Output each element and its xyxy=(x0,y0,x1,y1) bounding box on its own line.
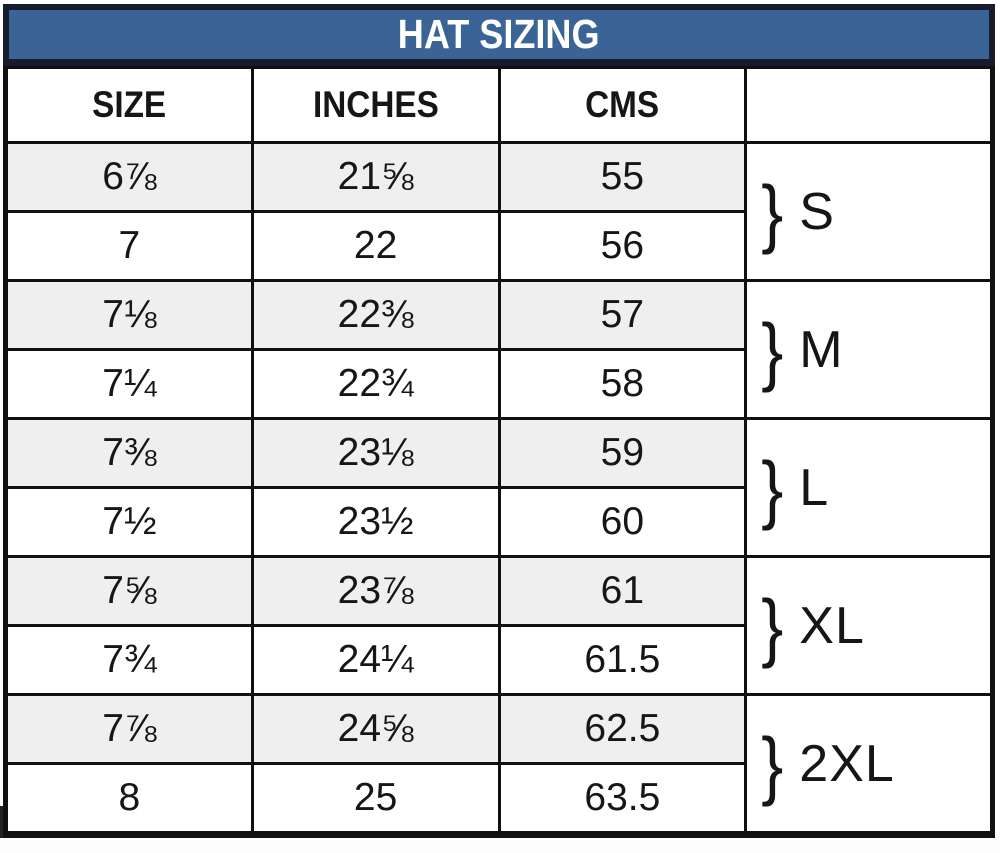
cms-cell: 62.5 xyxy=(497,693,748,765)
table-row: 8 25 63.5 xyxy=(4,762,993,836)
table-row: 7⅛ 22⅜ 57 } M xyxy=(4,279,994,420)
inches-cell: 23⅞ xyxy=(250,555,501,627)
group-label: L xyxy=(799,458,830,517)
size-cell: 7¼ xyxy=(4,348,254,420)
title-bar: HAT SIZING xyxy=(3,4,995,66)
size-cell: 7⅜ xyxy=(4,417,254,489)
brace-glyph: } xyxy=(761,444,784,531)
cms-cell: 61.5 xyxy=(497,624,748,696)
table-row: 7¼ 22¾ 58 xyxy=(4,348,993,420)
inches-cell: 22 xyxy=(250,210,501,282)
group-label: M xyxy=(799,320,844,379)
size-cell: 7¾ xyxy=(4,624,254,696)
size-group-cell-m: } M xyxy=(744,279,994,420)
size-cell: 7⅞ xyxy=(4,693,254,765)
size-group-cell-2xl: } 2XL xyxy=(744,693,994,836)
inches-cell: 22⅜ xyxy=(250,279,501,351)
table-header-row: SIZE INCHES CMS xyxy=(4,66,994,144)
brace-glyph: } xyxy=(761,168,784,255)
size-group-cell-l: } L xyxy=(744,417,994,558)
cms-cell: 56 xyxy=(497,210,748,282)
size-cell: 7 xyxy=(4,210,254,282)
inches-cell: 25 xyxy=(250,762,501,836)
cms-cell: 59 xyxy=(497,417,748,489)
size-group-cell-s: } S xyxy=(744,141,994,282)
size-cell: 7½ xyxy=(4,486,254,558)
inches-cell: 21⅝ xyxy=(250,141,501,213)
table-row: 7½ 23½ 60 xyxy=(4,486,993,558)
size-cell: 7⅛ xyxy=(4,279,254,351)
cms-cell: 55 xyxy=(497,141,748,213)
group-label: 2XL xyxy=(799,734,895,793)
size-cell: 6⅞ xyxy=(4,141,254,213)
brace-glyph: } xyxy=(761,720,784,807)
inches-cell: 23⅛ xyxy=(250,417,501,489)
brace-glyph: } xyxy=(761,306,784,393)
table-row: 7 22 56 xyxy=(4,210,993,282)
inches-cell: 23½ xyxy=(250,486,501,558)
size-group-cell-xl: } XL xyxy=(744,555,994,696)
size-cell: 8 xyxy=(4,762,254,836)
cms-cell: 60 xyxy=(497,486,748,558)
cms-cell: 57 xyxy=(497,279,748,351)
cms-cell: 61 xyxy=(497,555,748,627)
table-row: 7⅜ 23⅛ 59 } L xyxy=(4,417,994,558)
table-row: 7¾ 24¼ 61.5 xyxy=(4,624,993,696)
table-row: 6⅞ 21⅝ 55 } S xyxy=(4,141,994,282)
inches-cell: 24⅝ xyxy=(250,693,501,765)
column-header-size: SIZE xyxy=(4,66,254,144)
scan-artifact xyxy=(0,806,3,838)
column-header-group xyxy=(744,66,994,144)
cms-cell: 58 xyxy=(497,348,748,420)
group-label: S xyxy=(799,182,835,241)
inches-cell: 22¾ xyxy=(250,348,501,420)
group-label: XL xyxy=(799,596,865,655)
hat-sizing-table: SIZE INCHES CMS 6⅞ 21⅝ 55 } S 7 22 xyxy=(3,66,995,838)
table-row: 7⅞ 24⅝ 62.5 } 2XL xyxy=(4,693,994,836)
page-title: HAT SIZING xyxy=(398,11,600,57)
inches-cell: 24¼ xyxy=(250,624,501,696)
cms-cell: 63.5 xyxy=(497,762,748,836)
column-header-inches: INCHES xyxy=(250,66,501,144)
size-cell: 7⅝ xyxy=(4,555,254,627)
column-header-cms: CMS xyxy=(497,66,748,144)
brace-glyph: } xyxy=(761,582,784,669)
table-row: 7⅝ 23⅞ 61 } XL xyxy=(4,555,994,696)
